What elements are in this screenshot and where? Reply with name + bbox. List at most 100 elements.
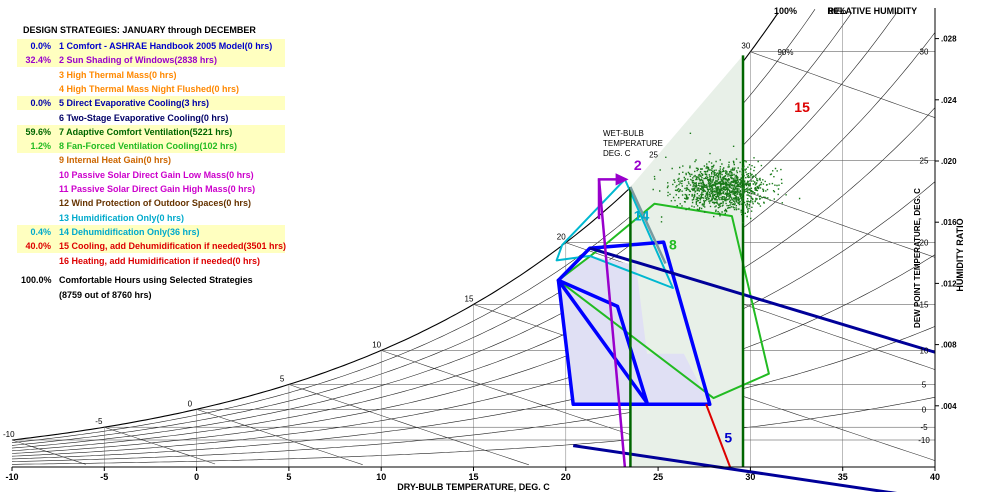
wet-bulb-label-line: DEG. C — [603, 149, 631, 158]
legend-item: 0.0% 1 Comfort - ASHRAE Handbook 2005 Mod… — [17, 39, 285, 53]
legend-item: 11 Passive Solar Direct Gain High Mass(0… — [17, 182, 285, 196]
dew-point-tick-label: 20 — [920, 239, 929, 248]
y-tick-label: .016 — [941, 218, 957, 227]
dew-point-axis-label: DEW POINT TEMPERATURE, DEG. C — [913, 188, 922, 328]
design-zones — [555, 55, 936, 492]
wet-bulb-line--10 — [11, 439, 86, 465]
axes — [11, 8, 939, 471]
wet-bulb-line-5 — [288, 384, 529, 466]
sun-shading-line — [597, 179, 627, 468]
legend-item-label: 12 Wind Protection of Outdoor Spaces(0 h… — [59, 198, 251, 209]
legend-item-pct: 32.4% — [25, 55, 51, 66]
dew-point-tick-label: 30 — [920, 48, 929, 57]
x-tick-label: 40 — [930, 472, 940, 482]
hourly-data-points — [652, 132, 801, 224]
zone-label: 15 — [794, 99, 810, 115]
legend-item-label: 10 Passive Solar Direct Gain Low Mass(0 … — [59, 169, 254, 180]
y-tick-label: .012 — [941, 279, 957, 288]
wet-bulb-tick-label: -10 — [3, 430, 15, 439]
legend-item-pct: 40.0% — [25, 241, 51, 252]
y-tick-label: .024 — [941, 96, 957, 105]
dew-point-tick-label: -5 — [920, 423, 928, 432]
legend-item-pct: 1.2% — [30, 141, 51, 152]
relative-humidity-label: RELATIVE HUMIDITY — [827, 6, 917, 16]
legend-item-label: 3 High Thermal Mass(0 hrs) — [59, 69, 177, 80]
x-tick-label: 20 — [561, 472, 571, 482]
legend-item-label: 7 Adaptive Comfort Ventilation(5221 hrs) — [59, 126, 233, 137]
legend-item-label: 8 Fan-Forced Ventilation Cooling(102 hrs… — [59, 141, 238, 152]
wet-bulb-tick-label: 10 — [372, 340, 381, 349]
legend-item-pct: 0.0% — [30, 98, 51, 109]
legend-item: 4 High Thermal Mass Night Flushed(0 hrs) — [17, 81, 285, 96]
legend-item: 40.0% 15 Cooling, add Dehumidification if… — [17, 239, 287, 254]
legend-item-pct: 0.4% — [30, 226, 51, 237]
cooling-line — [705, 403, 732, 468]
legend-item-label: 1 Comfort - ASHRAE Handbook 2005 Model(0… — [59, 41, 273, 51]
wet-bulb-line-0 — [196, 409, 363, 465]
legend-item-label: 13 Humidification Only(0 hrs) — [59, 212, 185, 223]
legend-item-label: 11 Passive Solar Direct Gain High Mass(0… — [59, 184, 256, 194]
legend-item-pct: 0.0% — [30, 41, 51, 51]
dew-point-tick-label: 25 — [920, 156, 929, 165]
x-axis-label: DRY-BULB TEMPERATURE, DEG. C — [397, 482, 550, 492]
x-tick-label: 30 — [745, 472, 755, 482]
evaporative-cooling-line-upper — [589, 246, 936, 354]
x-tick-label: 5 — [286, 472, 291, 482]
legend-title: DESIGN STRATEGIES: JANUARY through DECEM… — [23, 25, 256, 35]
x-tick-label: -10 — [5, 472, 18, 482]
legend-item-label: 14 Dehumidification Only(36 hrs) — [59, 226, 200, 237]
y-tick-label: .020 — [941, 157, 957, 166]
summary-line: 100.0% Comfortable Hours using Selected … — [21, 275, 253, 285]
wet-bulb-label-line: WET-BULB — [603, 129, 644, 138]
legend-item-label: 2 Sun Shading of Windows(2838 hrs) — [59, 55, 217, 66]
wet-bulb-tick-label: 25 — [649, 150, 658, 159]
dew-point-tick-label: 0 — [922, 405, 927, 414]
legend-item-label: 15 Cooling, add Dehumidification if need… — [59, 241, 287, 252]
zone-label: 5 — [724, 430, 732, 446]
legend-item: 9 Internal Heat Gain(0 hrs) — [17, 153, 285, 168]
legend-item-pct: 59.6% — [25, 126, 51, 137]
x-tick-label: 25 — [653, 472, 663, 482]
legend-item: 32.4% 2 Sun Shading of Windows(2838 hrs) — [17, 53, 285, 68]
legend-item: 10 Passive Solar Direct Gain Low Mass(0 … — [17, 167, 285, 182]
legend-item-label: 5 Direct Evaporative Cooling(3 hrs) — [59, 98, 210, 109]
dew-point-tick-label: 5 — [922, 380, 927, 389]
dew-point-tick-label: -10 — [918, 436, 930, 445]
sun-shading-arrowhead — [615, 173, 629, 186]
summary-pct: 100.0% — [21, 275, 52, 285]
x-tick-label: 10 — [376, 472, 386, 482]
x-tick-label: 35 — [838, 472, 848, 482]
legend-item: 59.6% 7 Adaptive Comfort Ventilation(5221… — [17, 124, 285, 139]
legend-item: 0.0% 5 Direct Evaporative Cooling(3 hrs) — [17, 96, 285, 111]
x-tick-label: -5 — [100, 472, 108, 482]
legend-item-label: 9 Internal Heat Gain(0 hrs) — [59, 155, 172, 166]
y-tick-label: .028 — [941, 35, 957, 44]
legend-item: 12 Wind Protection of Outdoor Spaces(0 h… — [17, 196, 285, 211]
wet-bulb-tick-label: 30 — [741, 42, 750, 51]
zone-label: 2 — [634, 157, 642, 173]
legend-item: 16 Heating, add Humidification if needed… — [17, 253, 285, 268]
y-axis-label: HUMIDITY RATIO — [955, 218, 965, 291]
x-tick-label: 0 — [194, 472, 199, 482]
legend-item: 13 Humidification Only(0 hrs) — [17, 210, 285, 225]
zone-label: 8 — [669, 237, 677, 253]
sun-shading-arrow — [597, 178, 622, 220]
zone-comfort-outline — [556, 240, 712, 407]
wet-bulb-tick-label: -5 — [95, 417, 103, 426]
y-tick-label: .008 — [941, 341, 957, 350]
zone-comfort-inner — [556, 278, 649, 405]
evaporative-cooling-line-lower — [572, 444, 898, 492]
legend-item: 0.4% 14 Dehumidification Only(36 hrs) — [17, 224, 285, 239]
wet-bulb-tick-label: 0 — [188, 399, 193, 408]
wet-bulb-tick-label: 5 — [280, 374, 285, 383]
wet-bulb-label-line: TEMPERATURE — [603, 139, 663, 148]
rh-label-90: 90% — [777, 48, 793, 57]
hourly-data-points-path — [652, 132, 801, 224]
y-tick-label: .004 — [941, 402, 957, 411]
x-tick-label: 15 — [468, 472, 478, 482]
legend-item: 3 High Thermal Mass(0 hrs) — [17, 67, 285, 82]
zone-dehumidification — [555, 178, 674, 289]
legend-item: 1.2% 8 Fan-Forced Ventilation Cooling(102… — [17, 139, 285, 154]
